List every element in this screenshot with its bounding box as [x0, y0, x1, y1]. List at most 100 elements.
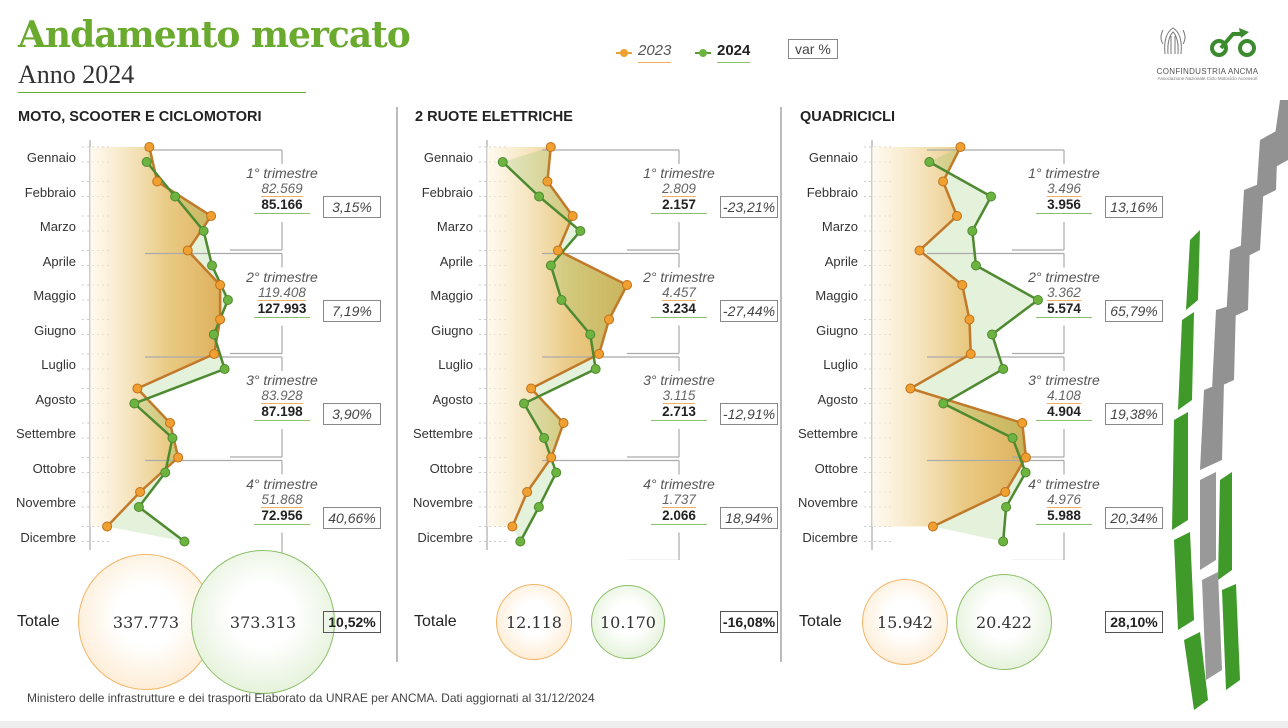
total-v2024-bubble: 373.313: [191, 550, 335, 694]
month-label: Novembre: [798, 495, 858, 510]
quarter-value-2023: 4.108: [1047, 388, 1081, 404]
quarter-summary: 1° trimestre 82.569 85.166: [232, 165, 332, 214]
quarter-summary: 3° trimestre 83.928 87.198: [232, 372, 332, 421]
confindustria-ancma-logo: CONFINDUSTRIA ANCMA Associazione Naziona…: [1150, 24, 1265, 81]
quarter-var-percent: 3,15%: [323, 196, 381, 218]
month-label: Dicembre: [417, 529, 473, 545]
point-2024: [1007, 433, 1018, 443]
quarter-value-2023: 3.115: [662, 388, 696, 404]
point-2024: [539, 433, 550, 443]
month-label: Ottobre: [32, 460, 76, 476]
quarter-summary: 1° trimestre 2.809 2.157: [629, 165, 729, 214]
quarter-value-2024: 4.904: [1036, 404, 1092, 421]
title-divider: [18, 92, 306, 93]
series-2024-line: [928, 160, 1041, 542]
month-label: Maggio: [815, 288, 858, 303]
quarter-value-2023: 3.496: [1047, 181, 1081, 197]
quarter-summary: 3° trimestre 4.108 4.904: [1014, 372, 1114, 421]
point-2023: [965, 349, 976, 359]
chart-2: [864, 140, 1065, 560]
point-2024: [207, 260, 218, 271]
point-2023: [558, 418, 569, 428]
point-2023: [957, 280, 968, 290]
month-label: Luglio: [823, 357, 858, 372]
point-2024: [970, 260, 981, 271]
total-v2023-bubble: 12.118: [496, 584, 572, 660]
point-2023: [952, 211, 962, 221]
quarter-label: 4° trimestre: [643, 475, 715, 492]
chart-1: [479, 140, 680, 560]
point-2024: [160, 467, 171, 478]
point-2023: [215, 280, 226, 290]
point-2024: [497, 157, 508, 167]
point-2023: [173, 452, 184, 463]
point-2023: [1000, 487, 1011, 497]
quarter-summary: 4° trimestre 51.868 72.956: [232, 476, 332, 525]
point-2024: [219, 364, 230, 374]
point-2023: [552, 245, 563, 256]
month-label: Aprile: [824, 253, 858, 269]
month-label: Gennaio: [423, 150, 473, 165]
panel-1: 2 RUOTE ELETTRICHE Gennaio Febbraio Marzo Ap…: [397, 0, 782, 728]
quarter-value-2024: 87.198: [254, 404, 310, 421]
month-label: Agosto: [35, 391, 76, 407]
point-2024: [590, 364, 601, 374]
month-label: Gennaio: [26, 150, 76, 165]
month-label: Settembre: [16, 426, 76, 441]
point-2023: [135, 487, 146, 497]
month-label: Aprile: [439, 253, 473, 269]
legend-label-2024: 2024: [717, 42, 751, 63]
logo-org-name: CONFINDUSTRIA ANCMA: [1156, 67, 1259, 76]
quarter-value-2023: 3.362: [1047, 284, 1081, 301]
quarter-bracket: [542, 459, 680, 560]
point-2024: [179, 536, 190, 547]
quarter-label: 2° trimestre: [246, 268, 318, 285]
point-2024: [575, 226, 586, 236]
month-label: Febbraio: [806, 184, 858, 200]
month-label: Giugno: [431, 322, 473, 338]
point-2023: [215, 314, 226, 325]
quarter-value-2024: 2.066: [651, 508, 707, 525]
quarter-var-percent: 13,16%: [1105, 196, 1163, 218]
quarter-summary: 4° trimestre 4.976 5.988: [1014, 476, 1114, 525]
point-2024: [222, 295, 233, 305]
point-2024: [1032, 295, 1043, 305]
point-2024: [938, 398, 949, 409]
month-label: Gennaio: [808, 150, 858, 165]
quarter-var-percent: 40,66%: [323, 506, 381, 529]
month-label: Aprile: [42, 253, 76, 269]
quarter-value-2023: 4.976: [1047, 491, 1081, 508]
quarter-var-percent: -23,21%: [720, 196, 778, 218]
point-2024: [967, 226, 978, 236]
quarter-value-2023: 83.928: [261, 388, 303, 404]
area-between-series: [107, 147, 228, 542]
quarter-var-percent: 3,90%: [323, 403, 381, 425]
area-between-series: [910, 147, 1038, 542]
legend-var-percent: var %: [788, 39, 838, 59]
total-v2024-bubble: 10.170: [591, 585, 665, 659]
point-2023: [165, 418, 176, 428]
logo-mark-icon: [1160, 27, 1256, 57]
point-2023: [526, 383, 537, 394]
point-2024: [533, 502, 544, 512]
quarter-label: 3° trimestre: [246, 372, 318, 388]
point-2023: [522, 487, 533, 497]
quarter-value-2024: 2.713: [651, 404, 707, 421]
month-label: Dicembre: [802, 529, 858, 545]
total-var-percent: -16,08%: [720, 611, 778, 633]
panel-2: QUADRICICLI Gennaio Febbraio Marzo Aprile Mag…: [782, 0, 1167, 728]
quarter-var-percent: 18,94%: [720, 506, 778, 529]
quarter-value-2023: 1.737: [662, 491, 696, 508]
quarter-bracket: [927, 149, 1065, 251]
quarter-bracket: [927, 252, 1065, 355]
point-2023: [542, 176, 553, 187]
month-label: Marzo: [39, 219, 76, 234]
quarter-bracket: [927, 459, 1065, 560]
point-2024: [167, 433, 178, 443]
point-2024: [515, 536, 526, 547]
month-label: Agosto: [432, 391, 473, 407]
month-label: Maggio: [430, 288, 473, 303]
point-2023: [1017, 418, 1028, 428]
legend-label-2023: 2023: [638, 42, 672, 63]
month-label: Ottobre: [814, 460, 858, 476]
